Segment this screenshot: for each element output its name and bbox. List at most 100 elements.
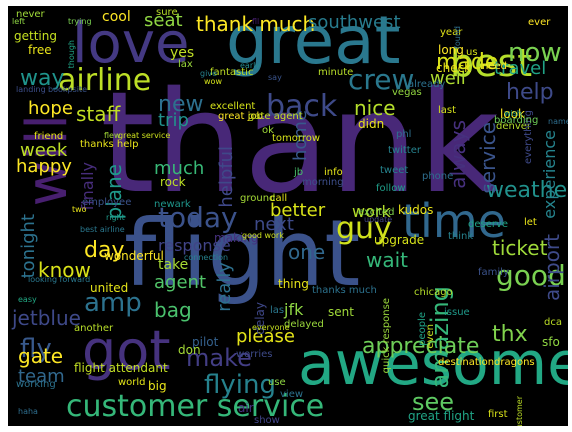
word-fantastic: fantastic <box>210 67 254 78</box>
word-getting: getting <box>14 29 57 43</box>
word-agent: agent <box>154 272 206 293</box>
word-one: one <box>288 240 326 264</box>
word-vegas: vegas <box>392 87 422 98</box>
word-work: work <box>352 202 391 221</box>
word-dca: dca <box>544 317 562 328</box>
word-check: check <box>436 61 472 75</box>
word-show: show <box>254 415 280 426</box>
word-world: world <box>118 377 146 388</box>
word-use: use <box>268 377 286 388</box>
word-week: week <box>20 140 68 161</box>
word-everyone: everyone <box>252 323 290 332</box>
word-response: response <box>158 236 231 255</box>
word-hope: hope <box>28 98 73 119</box>
word-great: great <box>226 6 401 79</box>
word-see: see <box>412 388 455 416</box>
word-nice: nice <box>354 96 396 120</box>
word-two: two <box>72 205 87 214</box>
word-destinationdragons: destinationdragons <box>438 357 535 368</box>
word-connection: connection <box>184 253 229 262</box>
word-plane: plane <box>102 164 126 220</box>
word-great-customer: great customer <box>515 396 524 426</box>
word-morning: morning <box>302 177 344 188</box>
word-excited: excited <box>358 207 395 218</box>
word-never: never <box>16 9 45 20</box>
word-right: right <box>106 213 125 222</box>
word-good-work: good work <box>242 231 284 240</box>
word-ok: ok <box>262 125 274 136</box>
word-deserve: deserve <box>468 219 509 230</box>
word-big: big <box>148 379 167 393</box>
word-ticket: ticket <box>492 236 548 260</box>
word-chicago: chicago <box>414 287 453 298</box>
word-denver: denver <box>496 121 532 132</box>
word-service: service <box>476 122 500 194</box>
word-today: today <box>158 201 238 234</box>
word-last: last <box>438 105 457 116</box>
word-jfk: jfk <box>284 300 304 319</box>
word-appreciate: appreciate <box>362 334 480 359</box>
word-airline: airline <box>58 63 152 98</box>
word-staff: staff <box>76 102 121 126</box>
word-need: need <box>482 61 507 72</box>
word-love: love <box>72 11 190 76</box>
word-time: time <box>402 194 506 248</box>
word-best: best <box>450 41 533 85</box>
word-look: look <box>500 107 525 121</box>
word-though: though <box>67 40 76 69</box>
word-delayed: delayed <box>284 319 324 330</box>
word-thank-much: thank much <box>196 12 316 36</box>
word-us: us <box>466 47 478 58</box>
word-made: made <box>436 50 499 75</box>
word-team: team <box>18 366 65 387</box>
word-flying: flying <box>204 370 276 400</box>
word-early: early <box>240 61 261 70</box>
word-jetblue: jetblue <box>12 306 81 330</box>
word-well: well <box>430 68 466 89</box>
word-employee: employee <box>82 197 132 208</box>
word-air: air <box>238 401 254 415</box>
word-thank: thank <box>100 62 500 225</box>
word-update: update <box>364 215 393 224</box>
word-help: help <box>506 80 554 105</box>
word-first: first <box>488 409 508 420</box>
word-united: united <box>90 281 129 295</box>
word-haha: haha <box>18 407 38 416</box>
word-gate: gate <box>18 344 64 368</box>
word-day: day <box>84 238 125 263</box>
word-thanks-help: thanks help <box>80 139 139 150</box>
word-friend: friend <box>34 131 64 142</box>
word-kudos: kudos <box>398 203 434 217</box>
word-don: don <box>178 343 201 357</box>
word-even: even <box>425 324 436 349</box>
word-flight: flight <box>124 200 361 307</box>
word-experience: experience <box>540 130 559 219</box>
word-quick-response: quick response <box>381 298 392 374</box>
word-tonight: tonight <box>18 214 39 279</box>
word-found: found <box>453 26 462 49</box>
word-wish: wish <box>504 109 523 118</box>
word-make: make <box>186 344 252 372</box>
word-jb: jb <box>294 167 304 178</box>
word-yes: yes <box>170 45 195 61</box>
word-landing: landing <box>16 85 46 94</box>
word-customer-service: customer service <box>66 389 325 424</box>
word-better: better <box>270 200 326 221</box>
word-take: take <box>158 257 189 273</box>
word-newark: newark <box>154 199 191 210</box>
word-crew: crew <box>348 63 415 96</box>
word-boarding: boarding <box>494 115 539 126</box>
word-issue: issue <box>444 307 470 318</box>
word-sure: sure <box>156 7 178 18</box>
word-cool: cool <box>102 9 131 25</box>
word-say: say <box>268 73 282 82</box>
word-next: next <box>254 214 294 235</box>
word-follow: follow <box>376 183 406 194</box>
word-wonderful: wonderful <box>104 249 164 263</box>
word-trying: trying <box>68 17 92 26</box>
word-really: really <box>214 262 235 312</box>
word-gate-agent: gate agent <box>248 111 303 122</box>
word-minute: minute <box>318 67 354 78</box>
word-new: new <box>158 92 204 117</box>
